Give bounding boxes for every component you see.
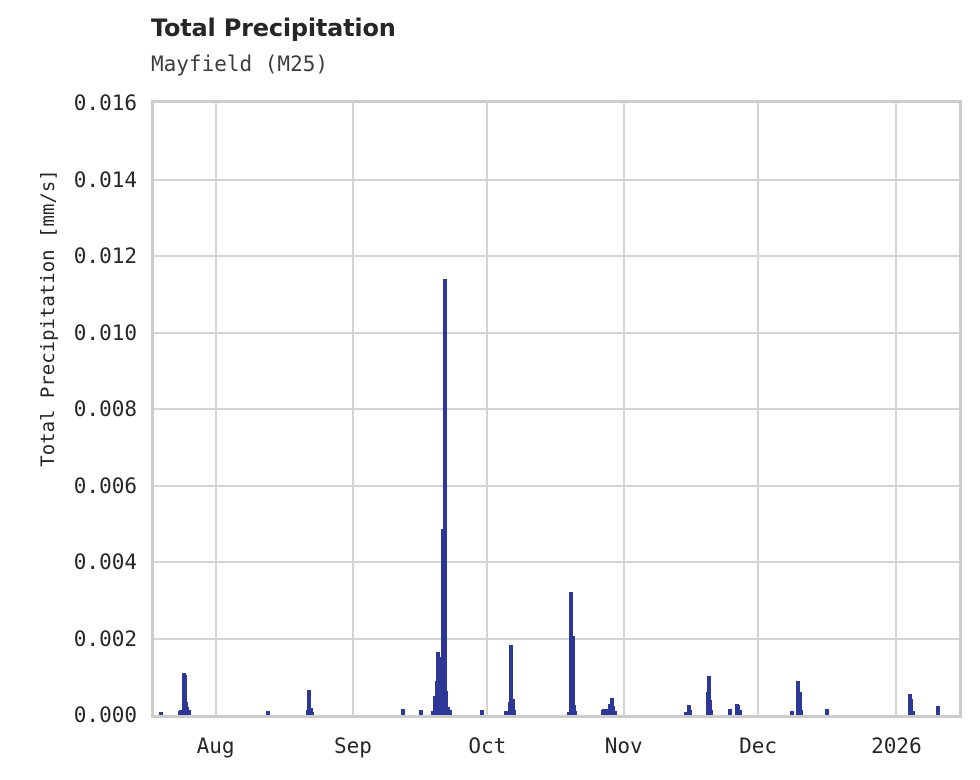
data-bar <box>797 692 802 715</box>
data-bar <box>789 711 794 715</box>
data-bar <box>612 710 617 715</box>
plot-area <box>151 100 962 718</box>
data-bar <box>910 710 915 715</box>
page-title: Total Precipitation <box>151 14 396 42</box>
data-bar <box>442 279 447 715</box>
data-bar <box>447 710 452 715</box>
data-bar <box>419 710 424 715</box>
data-bar <box>186 710 191 715</box>
x-axis-tick-label: Dec <box>739 734 778 758</box>
data-bar <box>684 711 689 715</box>
data-bar <box>432 695 437 715</box>
gridline-horizontal <box>151 561 962 563</box>
data-bar <box>479 710 484 715</box>
data-bar <box>159 711 164 715</box>
plot-spine-right <box>959 100 962 718</box>
data-bar <box>605 708 610 715</box>
gridline-horizontal <box>151 331 962 334</box>
data-bar <box>909 698 914 715</box>
data-bar <box>687 710 692 715</box>
data-bar <box>440 528 445 715</box>
y-axis-tick-label: 0.004 <box>73 550 137 574</box>
x-axis-tick-label: Oct <box>468 734 507 758</box>
y-axis-tick-label: 0.016 <box>73 91 137 115</box>
x-axis-tick-label: 2026 <box>871 734 922 758</box>
data-bar <box>707 676 712 715</box>
y-axis-tick-label: 0.008 <box>73 397 137 421</box>
data-bar <box>709 709 714 715</box>
data-bar <box>511 710 516 715</box>
gridline-vertical <box>214 100 217 718</box>
gridline-vertical <box>486 100 489 718</box>
data-bar <box>686 704 691 715</box>
data-bar <box>727 708 732 715</box>
gridline-horizontal <box>151 484 962 487</box>
y-axis-tick-label: 0.012 <box>73 244 137 268</box>
gridline-horizontal <box>151 255 962 257</box>
data-bar <box>572 710 577 715</box>
y-axis-tick-label: 0.000 <box>73 703 137 727</box>
data-bar <box>309 711 314 715</box>
data-bar <box>444 691 449 715</box>
data-bar <box>503 710 508 715</box>
x-axis-tick-label: Nov <box>604 734 643 758</box>
gridline-horizontal <box>151 178 962 181</box>
data-bar <box>611 705 616 715</box>
data-bar <box>401 709 406 715</box>
precipitation-bar-series <box>154 103 959 715</box>
y-axis-tick-label: 0.006 <box>73 473 137 498</box>
plot-spine-top <box>151 100 962 103</box>
gridline-vertical <box>895 100 898 718</box>
data-bar <box>566 711 571 715</box>
gridline-vertical <box>622 100 625 718</box>
x-axis-tick-label: Sep <box>334 734 372 758</box>
data-bar <box>308 707 313 715</box>
data-bar <box>265 711 270 715</box>
data-bar <box>307 689 312 715</box>
y-axis-tick-label: 0.002 <box>73 626 137 651</box>
gridline-vertical <box>757 100 760 718</box>
data-bar <box>182 675 187 715</box>
data-bar <box>571 705 576 715</box>
data-bar <box>510 699 515 715</box>
gridline-horizontal <box>151 408 962 410</box>
data-bar <box>602 708 607 715</box>
data-bar <box>708 699 713 715</box>
data-bar <box>737 710 742 715</box>
plot-spine-left <box>151 100 154 718</box>
x-axis-tick-label: Aug <box>196 734 235 758</box>
y-axis-title: Total Precipitation [mm/s] <box>37 169 59 467</box>
data-bar <box>430 711 435 715</box>
data-bar <box>509 645 514 715</box>
y-axis-tick-label: 0.010 <box>73 320 137 345</box>
plot-spine-bottom <box>151 715 962 718</box>
gridline-vertical <box>351 100 354 718</box>
data-bar <box>798 709 803 715</box>
data-bar <box>437 656 442 715</box>
data-bar <box>570 636 575 715</box>
gridline-horizontal <box>151 637 962 640</box>
y-axis-tick-label: 0.014 <box>73 167 137 192</box>
data-bar <box>824 709 829 715</box>
chart-subtitle: Mayfield (M25) <box>151 52 329 76</box>
data-bar <box>736 705 741 715</box>
data-bar <box>178 710 183 715</box>
data-bar <box>936 705 941 715</box>
